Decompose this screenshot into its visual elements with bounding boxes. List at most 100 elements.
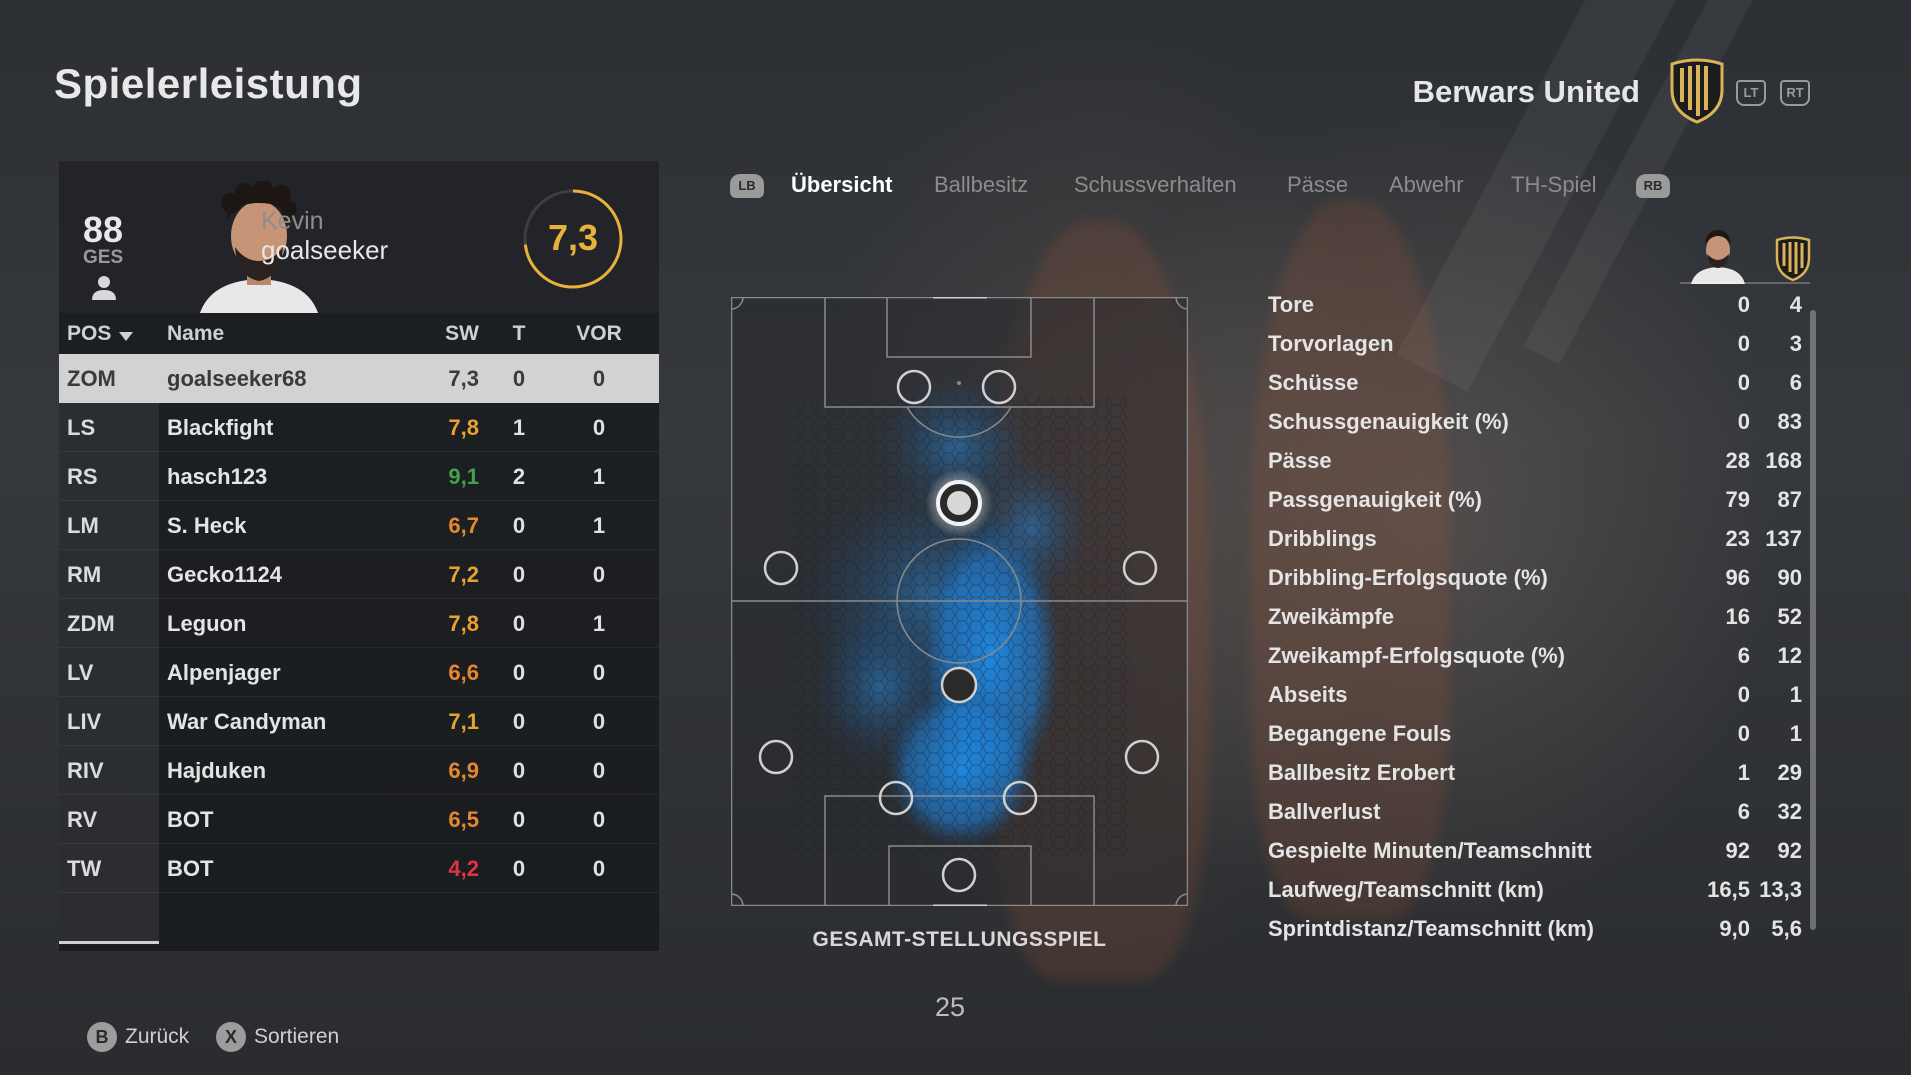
stats-scrollbar-track[interactable] bbox=[1810, 310, 1816, 930]
player-goals: 0 bbox=[512, 856, 526, 881]
penalty-spot bbox=[957, 381, 961, 385]
stats-scrollbar-thumb[interactable] bbox=[1810, 310, 1816, 930]
lb-button[interactable]: LB bbox=[730, 174, 764, 198]
squad-panel: 88 GES Kevin goalseeker 7,3 POS Name SW … bbox=[59, 161, 659, 951]
stat-label: Tore bbox=[1268, 292, 1315, 317]
column-header-sw[interactable]: SW bbox=[445, 322, 479, 345]
player-last-name: goalseeker bbox=[261, 235, 389, 265]
column-header-pos[interactable]: POS bbox=[67, 322, 112, 345]
stat-row: Dribbling-Erfolgsquote (%) 96 90 bbox=[1268, 559, 1808, 598]
stat-row: Laufweg/Teamschnitt (km) 16,5 13,3 bbox=[1268, 871, 1808, 910]
stat-label: Passgenauigkeit (%) bbox=[1268, 487, 1482, 512]
position-column-underline bbox=[59, 941, 159, 944]
table-row[interactable]: TW BOT 4,2 0 0 bbox=[59, 844, 659, 893]
position-marker-lm bbox=[763, 550, 799, 586]
tab-uebersicht[interactable]: Übersicht bbox=[791, 172, 893, 197]
stat-team-value: 3 bbox=[1789, 331, 1802, 356]
lt-button[interactable]: LT bbox=[1736, 80, 1766, 106]
table-row[interactable]: LIV War Candyman 7,1 0 0 bbox=[59, 697, 659, 746]
player-portrait bbox=[200, 181, 318, 313]
stat-label: Zweikampf-Erfolgsquote (%) bbox=[1268, 643, 1566, 668]
table-row[interactable]: LV Alpenjager 6,6 0 0 bbox=[59, 648, 659, 697]
stat-player-value: 96 bbox=[1725, 565, 1750, 590]
rb-button[interactable]: RB bbox=[1636, 174, 1670, 198]
player-rating: 7,2 bbox=[448, 562, 479, 587]
stat-player-value: 0 bbox=[1737, 682, 1750, 707]
column-header-t[interactable]: T bbox=[512, 322, 526, 345]
table-row[interactable]: LM S. Heck 6,7 0 1 bbox=[59, 501, 659, 550]
heat-hex-grid bbox=[791, 397, 1131, 857]
player-rating: 7,8 bbox=[448, 611, 479, 636]
rt-button[interactable]: RT bbox=[1780, 80, 1810, 106]
player-goals: 0 bbox=[512, 366, 526, 391]
player-assists: 0 bbox=[592, 366, 606, 391]
position-marker-rm bbox=[1122, 550, 1158, 586]
sort-button-label: Sortieren bbox=[254, 1025, 340, 1048]
player-rating: 6,6 bbox=[448, 660, 479, 685]
player-name: Gecko1124 bbox=[167, 562, 282, 587]
stat-player-value: 0 bbox=[1737, 409, 1750, 434]
table-row[interactable]: RS hasch123 9,1 2 1 bbox=[59, 452, 659, 501]
stat-row: Dribblings 23 137 bbox=[1268, 520, 1808, 559]
tab-abwehr[interactable]: Abwehr bbox=[1389, 172, 1464, 197]
stat-player-value: 0 bbox=[1737, 292, 1750, 317]
stat-row: Ballverlust 6 32 bbox=[1268, 793, 1808, 832]
page-title: Spielerleistung bbox=[54, 60, 363, 107]
player-name: Alpenjager bbox=[167, 660, 281, 685]
player-assists: 1 bbox=[592, 611, 606, 636]
stat-player-value: 0 bbox=[1737, 370, 1750, 395]
stat-row: Tore 0 4 bbox=[1268, 286, 1808, 325]
column-header-name[interactable]: Name bbox=[167, 322, 225, 345]
stat-label: Ballverlust bbox=[1268, 799, 1381, 824]
stat-team-value: 87 bbox=[1777, 487, 1802, 512]
position-marker-riv bbox=[1002, 780, 1038, 816]
column-header-vor[interactable]: VOR bbox=[576, 322, 622, 345]
match-rating-ring bbox=[523, 189, 623, 289]
table-row[interactable]: RIV Hajduken 6,9 0 0 bbox=[59, 746, 659, 795]
player-position: TW bbox=[67, 856, 102, 881]
stat-row: Schüsse 0 6 bbox=[1268, 364, 1808, 403]
player-assists: 0 bbox=[592, 758, 606, 783]
stat-player-value: 6 bbox=[1737, 643, 1750, 668]
player-overall: 88 bbox=[83, 209, 124, 250]
table-row[interactable]: LS Blackfight 7,8 1 0 bbox=[59, 403, 659, 452]
tab-paesse[interactable]: Pässe bbox=[1287, 172, 1349, 197]
stat-team-value: 6 bbox=[1789, 370, 1802, 395]
stat-player-value: 6 bbox=[1737, 799, 1750, 824]
tab-schussverhalten[interactable]: Schussverhalten bbox=[1074, 172, 1237, 197]
table-row[interactable]: ZDM Leguon 7,8 0 1 bbox=[59, 599, 659, 648]
table-row[interactable]: RV BOT 6,5 0 0 bbox=[59, 795, 659, 844]
player-position: ZDM bbox=[67, 611, 115, 636]
stat-row: Passgenauigkeit (%) 79 87 bbox=[1268, 481, 1808, 520]
stat-row: Pässe 28 168 bbox=[1268, 442, 1808, 481]
tab-th-spiel[interactable]: TH-Spiel bbox=[1511, 172, 1597, 197]
position-marker-tw bbox=[941, 857, 977, 893]
match-rating-value: 7,3 bbox=[547, 217, 599, 258]
player-name: Hajduken bbox=[167, 758, 267, 783]
positioning-heatmap bbox=[731, 297, 1188, 906]
player-name: War Candyman bbox=[167, 709, 327, 734]
position-marker-liv bbox=[878, 780, 914, 816]
stat-label: Begangene Fouls bbox=[1268, 721, 1452, 746]
stat-team-value: 32 bbox=[1777, 799, 1802, 824]
position-marker-rv bbox=[1124, 739, 1160, 775]
stat-row: Zweikämpfe 16 52 bbox=[1268, 598, 1808, 637]
stat-player-value: 28 bbox=[1725, 448, 1750, 473]
stat-label: Zweikämpfe bbox=[1268, 604, 1394, 629]
player-rating: 4,2 bbox=[448, 856, 479, 881]
table-row[interactable]: ZOM goalseeker68 7,3 0 0 bbox=[59, 354, 659, 403]
table-row[interactable]: RM Gecko1124 7,2 0 0 bbox=[59, 550, 659, 599]
player-column-avatar bbox=[1691, 230, 1745, 284]
stat-label: Abseits bbox=[1268, 682, 1348, 707]
position-marker-rs bbox=[981, 369, 1017, 405]
player-position: LM bbox=[67, 513, 99, 538]
player-overall-label: GES bbox=[83, 247, 124, 268]
player-goals: 1 bbox=[512, 415, 526, 440]
player-position: RIV bbox=[67, 758, 104, 783]
player-rating: 6,7 bbox=[448, 513, 479, 538]
stat-team-value: 12 bbox=[1777, 643, 1802, 668]
stat-row: Ballbesitz Erobert 1 29 bbox=[1268, 754, 1808, 793]
player-goals: 0 bbox=[512, 758, 526, 783]
tab-ballbesitz[interactable]: Ballbesitz bbox=[934, 172, 1029, 197]
x-button-icon: X bbox=[216, 1022, 246, 1052]
